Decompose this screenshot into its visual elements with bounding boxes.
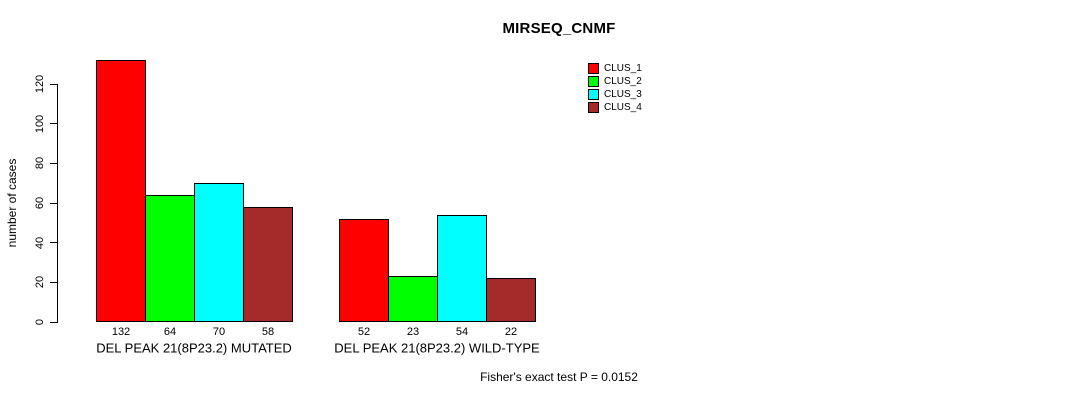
- legend-swatch: [588, 63, 599, 74]
- bar-value-label: 54: [455, 326, 469, 338]
- bar-value-label: 58: [261, 326, 275, 338]
- y-axis-tick: [50, 321, 57, 323]
- legend: CLUS_1 CLUS_2 CLUS_3 CLUS_4: [588, 62, 642, 114]
- bar-value-label: 70: [212, 326, 226, 338]
- group-label: DEL PEAK 21(8P23.2) WILD-TYPE: [334, 340, 540, 356]
- bar: [96, 60, 146, 322]
- group-label: DEL PEAK 21(8P23.2) MUTATED: [96, 340, 292, 356]
- legend-label: CLUS_3: [604, 89, 642, 100]
- chart-title: MIRSEQ_CNMF: [502, 20, 616, 37]
- legend-item: CLUS_4: [588, 101, 642, 114]
- bar: [486, 278, 536, 322]
- y-axis-title: number of cases: [5, 158, 19, 248]
- y-tick-label: 60: [34, 196, 46, 210]
- legend-item: CLUS_2: [588, 75, 642, 88]
- y-tick-label: 100: [34, 114, 46, 133]
- y-axis-tick: [50, 83, 57, 85]
- y-tick-label: 120: [34, 74, 46, 94]
- y-tick-label: 0: [34, 318, 46, 326]
- legend-swatch: [588, 76, 599, 87]
- bar: [339, 218, 389, 322]
- y-axis-tick: [50, 123, 57, 125]
- y-axis-tick: [50, 281, 57, 283]
- bar-value-label: 132: [111, 326, 131, 338]
- bar: [243, 206, 293, 322]
- y-axis-line: [57, 84, 58, 323]
- y-tick-label: 20: [34, 276, 46, 289]
- y-axis-tick: [50, 242, 57, 244]
- bar-value-label: 23: [406, 326, 420, 338]
- legend-item: CLUS_3: [588, 88, 642, 101]
- bar-value-label: 64: [163, 326, 177, 338]
- bar: [194, 183, 244, 322]
- legend-item: CLUS_1: [588, 62, 642, 75]
- y-tick-label: 40: [34, 236, 46, 249]
- bar-value-label: 22: [504, 326, 518, 338]
- legend-label: CLUS_1: [604, 63, 642, 74]
- legend-label: CLUS_2: [604, 76, 642, 87]
- bar: [388, 276, 438, 322]
- bar-value-label: 52: [357, 326, 371, 338]
- legend-swatch: [588, 102, 599, 113]
- y-axis-tick: [50, 162, 57, 164]
- legend-swatch: [588, 89, 599, 100]
- fisher-test-annotation: Fisher's exact test P = 0.0152: [480, 370, 638, 384]
- bar: [437, 214, 487, 322]
- legend-label: CLUS_4: [604, 102, 642, 113]
- bar: [145, 195, 195, 322]
- y-tick-label: 80: [34, 157, 46, 170]
- y-axis-tick: [50, 202, 57, 204]
